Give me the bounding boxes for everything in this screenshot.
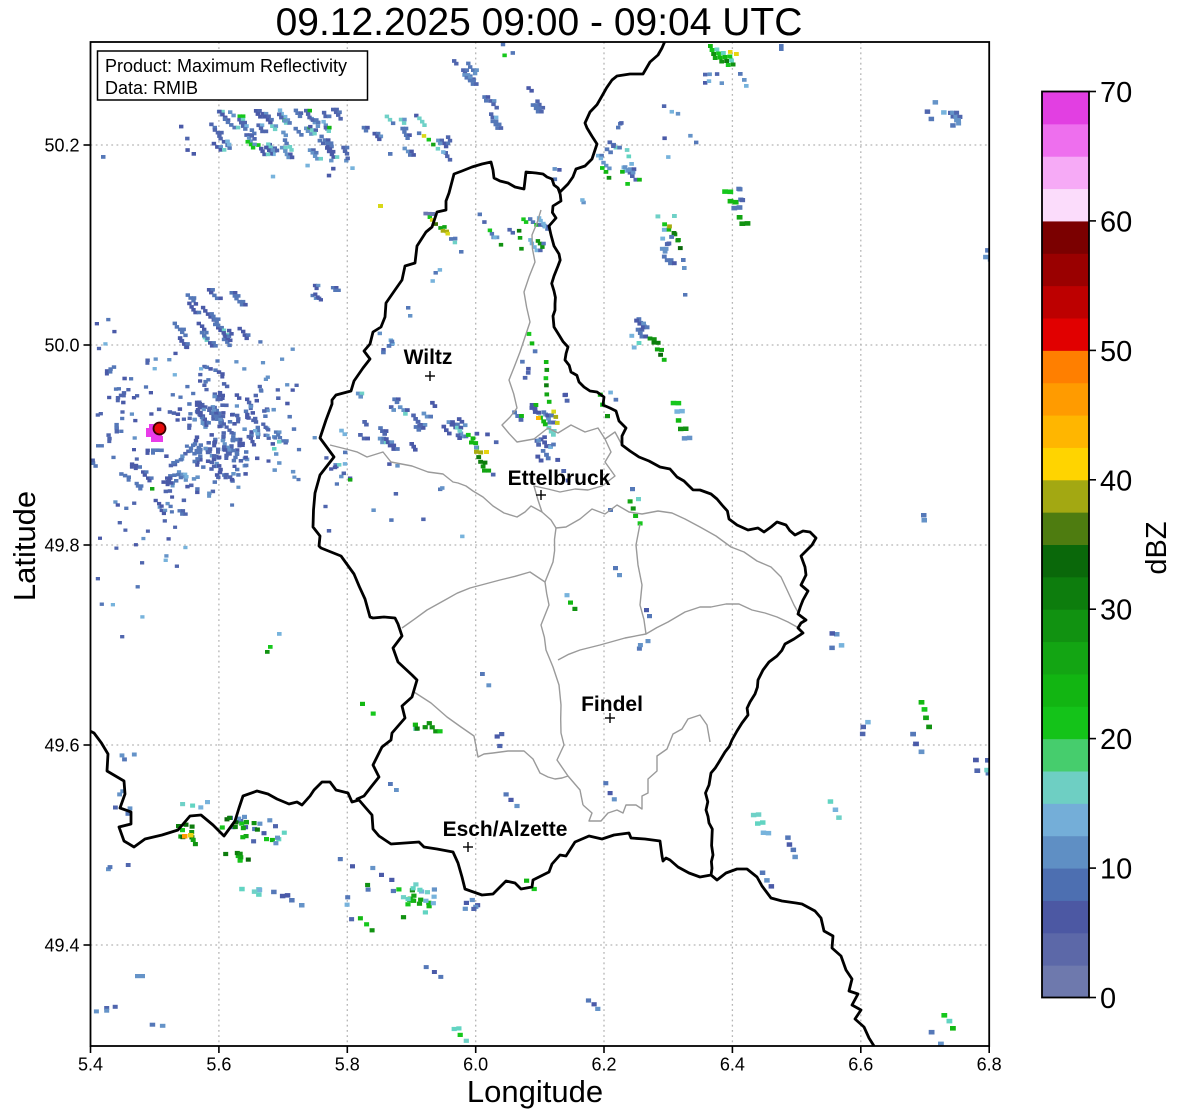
svg-text:dBZ: dBZ bbox=[1141, 521, 1173, 574]
svg-text:0: 0 bbox=[1100, 983, 1116, 1015]
svg-text:49.6: 49.6 bbox=[44, 736, 79, 756]
svg-text:Product: Maximum Reflectivity: Product: Maximum Reflectivity bbox=[105, 56, 347, 76]
svg-text:50.0: 50.0 bbox=[44, 336, 79, 356]
svg-text:6.0: 6.0 bbox=[463, 1055, 488, 1075]
svg-text:Wiltz: Wiltz bbox=[404, 346, 453, 369]
svg-text:5.4: 5.4 bbox=[78, 1055, 103, 1075]
svg-text:60: 60 bbox=[1100, 206, 1132, 238]
svg-text:6.6: 6.6 bbox=[848, 1055, 873, 1075]
svg-text:6.8: 6.8 bbox=[977, 1055, 1002, 1075]
svg-text:Longitude: Longitude bbox=[467, 1074, 603, 1109]
svg-text:50.2: 50.2 bbox=[44, 136, 79, 156]
svg-text:70: 70 bbox=[1100, 77, 1132, 109]
svg-text:09.12.2025 09:00 - 09:04 UTC: 09.12.2025 09:00 - 09:04 UTC bbox=[276, 1, 803, 44]
svg-text:6.2: 6.2 bbox=[591, 1055, 616, 1075]
svg-text:Findel: Findel bbox=[581, 693, 643, 716]
svg-text:Data: RMIB: Data: RMIB bbox=[105, 78, 198, 98]
svg-text:20: 20 bbox=[1100, 724, 1132, 756]
svg-text:10: 10 bbox=[1100, 854, 1132, 886]
svg-text:50: 50 bbox=[1100, 336, 1132, 368]
svg-text:5.6: 5.6 bbox=[206, 1055, 231, 1075]
svg-text:6.4: 6.4 bbox=[720, 1055, 745, 1075]
svg-text:30: 30 bbox=[1100, 595, 1132, 627]
svg-text:Latitude: Latitude bbox=[7, 491, 42, 601]
svg-text:40: 40 bbox=[1100, 465, 1132, 497]
svg-text:49.8: 49.8 bbox=[44, 536, 79, 556]
svg-text:49.4: 49.4 bbox=[44, 936, 79, 956]
svg-text:Ettelbruck: Ettelbruck bbox=[508, 467, 611, 490]
svg-text:5.8: 5.8 bbox=[335, 1055, 360, 1075]
svg-text:Esch/Alzette: Esch/Alzette bbox=[443, 818, 568, 841]
